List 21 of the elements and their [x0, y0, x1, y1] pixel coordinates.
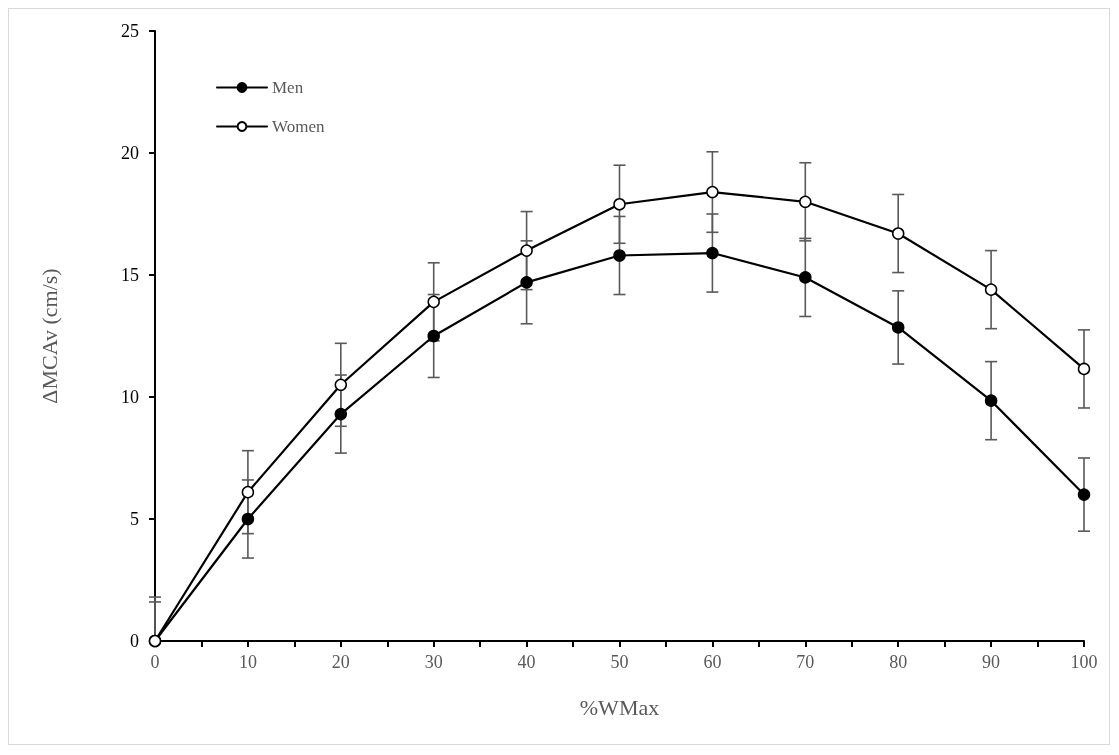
- x-tick-label: 80: [889, 652, 908, 672]
- y-tick-label: 15: [121, 265, 139, 285]
- x-tick-label: 100: [1070, 652, 1098, 672]
- x-axis-title: %WMax: [579, 694, 660, 720]
- x-tick-label: 40: [517, 652, 536, 672]
- x-tick-label: 60: [703, 652, 722, 672]
- y-tick-label: 25: [121, 21, 139, 41]
- x-tick-label: 50: [610, 652, 629, 672]
- x-tick-label: 20: [331, 652, 350, 672]
- y-axis-title: ΔMCAv (cm/s): [36, 268, 62, 404]
- y-tick-label: 20: [121, 143, 139, 163]
- x-tick-label: 0: [150, 652, 160, 672]
- x-tick-label: 70: [796, 652, 815, 672]
- legend-label: Men: [272, 78, 304, 97]
- x-tick-label: 30: [424, 652, 443, 672]
- x-tick-label: 90: [982, 652, 1001, 672]
- y-tick-label: 5: [130, 509, 139, 529]
- y-tick-label: 10: [121, 387, 139, 407]
- x-tick-label: 10: [238, 652, 257, 672]
- legend-label: Women: [272, 117, 325, 136]
- y-tick-label: 0: [130, 631, 139, 651]
